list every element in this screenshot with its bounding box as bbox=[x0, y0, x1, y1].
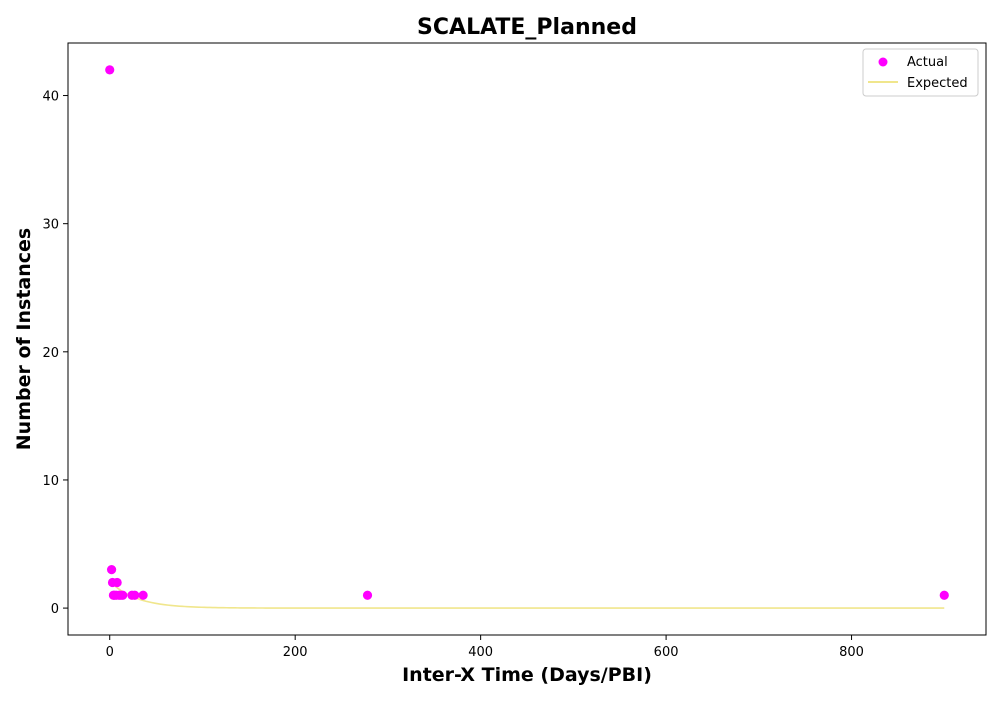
x-axis-label: Inter-X Time (Days/PBI) bbox=[402, 664, 652, 686]
actual-point bbox=[112, 577, 122, 588]
actual-point bbox=[118, 590, 128, 600]
actual-point bbox=[939, 590, 949, 600]
chart-title: SCALATE_Planned bbox=[417, 15, 637, 40]
x-axis: 0 200 400 600 800 bbox=[106, 635, 864, 660]
actual-point bbox=[362, 590, 373, 600]
actual-point bbox=[138, 590, 148, 600]
legend: Actual Expected bbox=[862, 48, 979, 97]
y-tick-label: 20 bbox=[42, 346, 59, 361]
legend-box bbox=[862, 48, 979, 97]
y-axis-label: Number of Instances bbox=[13, 228, 35, 450]
y-tick-label: 30 bbox=[42, 218, 59, 233]
plot-frame bbox=[67, 42, 987, 636]
y-tick-label: 0 bbox=[51, 602, 59, 617]
x-tick-label: 600 bbox=[654, 645, 679, 660]
x-tick-label: 800 bbox=[839, 645, 864, 660]
expected-line bbox=[109, 580, 945, 609]
y-axis: 0 10 20 30 40 bbox=[42, 90, 68, 617]
actual-point bbox=[106, 565, 117, 575]
y-tick-label: 10 bbox=[42, 474, 59, 489]
actual-point bbox=[130, 590, 140, 600]
x-tick-label: 200 bbox=[283, 645, 308, 660]
x-tick-label: 400 bbox=[468, 645, 493, 660]
y-tick-label: 40 bbox=[42, 90, 59, 105]
plot-area bbox=[105, 65, 949, 609]
actual-point bbox=[105, 65, 115, 75]
legend-actual-label: Actual bbox=[907, 55, 948, 70]
legend-expected-label: Expected bbox=[907, 76, 968, 91]
x-tick-label: 0 bbox=[106, 645, 114, 660]
legend-actual-marker bbox=[878, 57, 888, 67]
